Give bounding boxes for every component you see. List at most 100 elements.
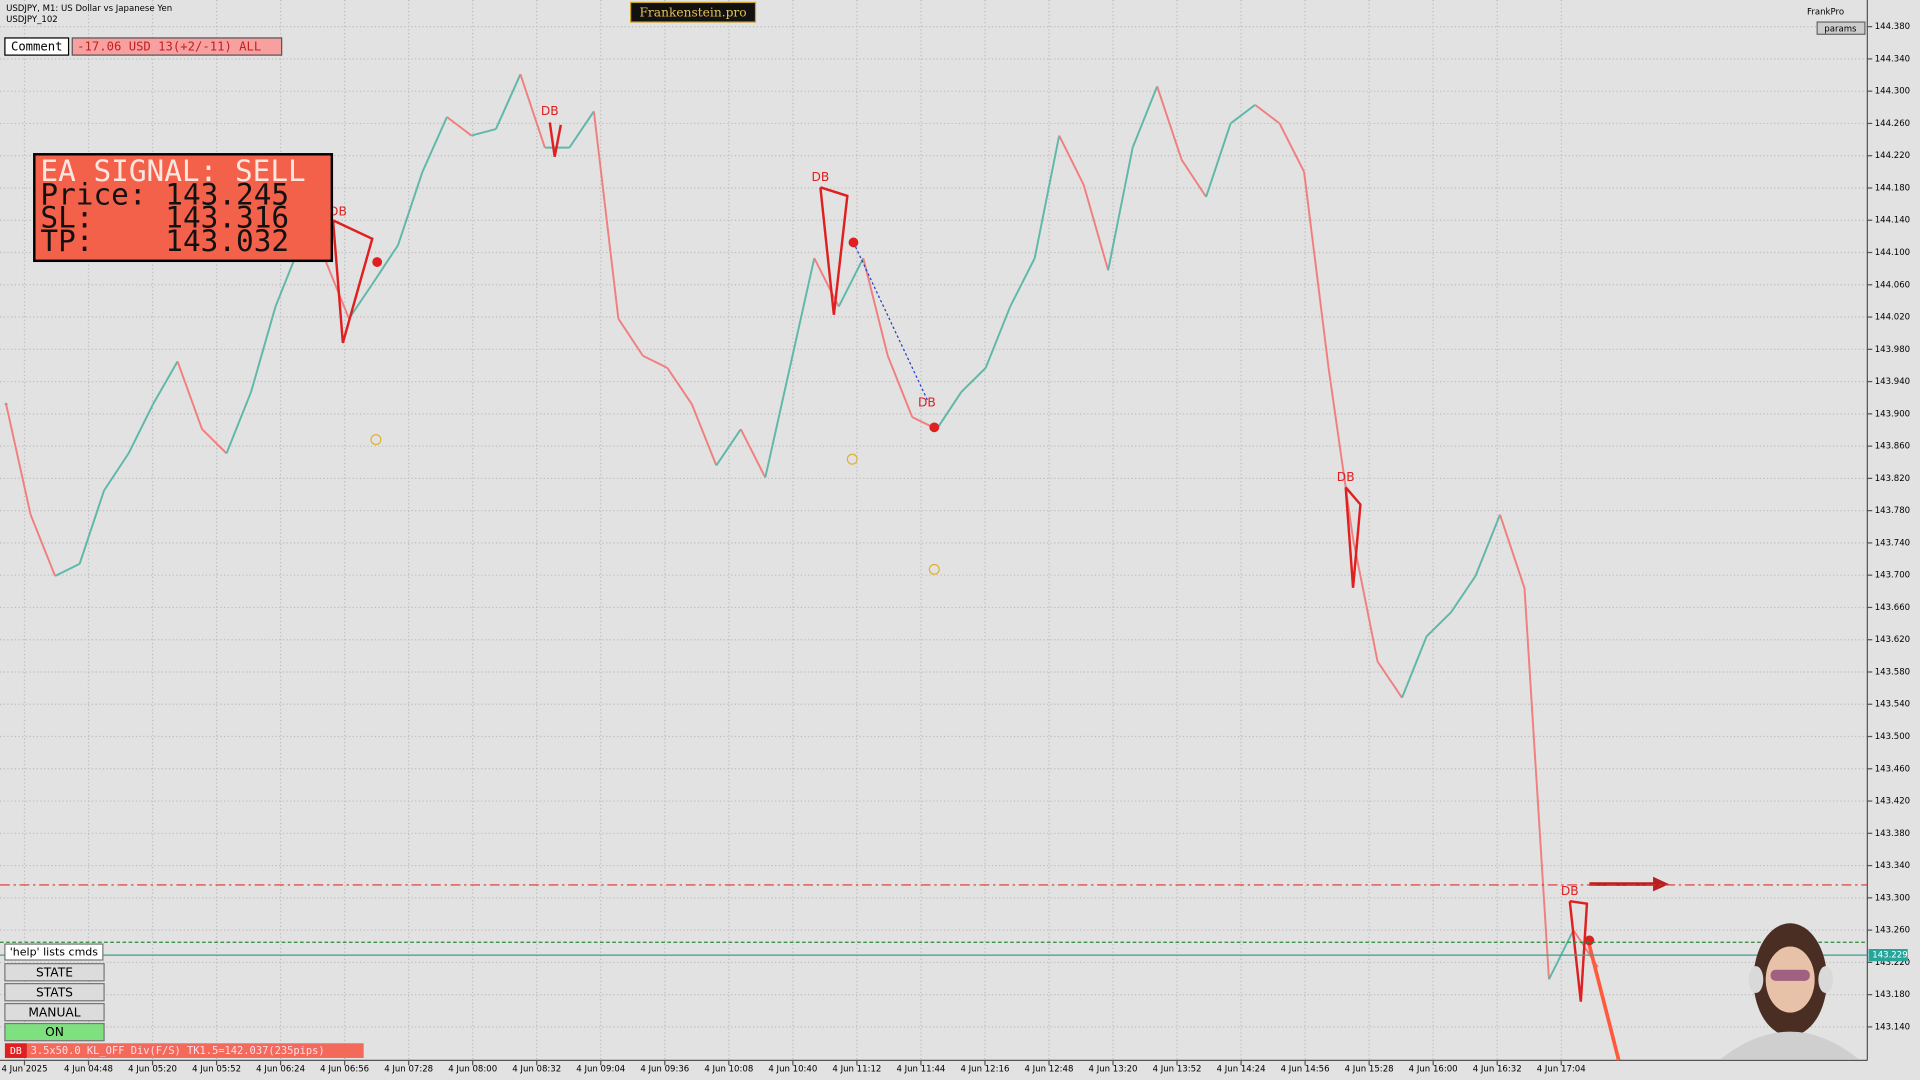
x-tick-label: 4 Jun 05:20 <box>128 1064 177 1074</box>
x-tick-label: 4 Jun 14:56 <box>1281 1064 1330 1074</box>
comment-label: Comment <box>11 40 63 54</box>
price-segment <box>1376 660 1403 699</box>
x-tick-label: 4 Jun 05:52 <box>192 1064 241 1074</box>
price-segment <box>1107 147 1134 271</box>
x-tick-label: 4 Jun 13:20 <box>1089 1064 1138 1074</box>
panel-button[interactable] <box>4 1002 105 1022</box>
pattern-label: DB <box>1561 884 1579 898</box>
y-tick-label: 143.700 <box>1875 571 1910 581</box>
price-segment <box>29 514 57 577</box>
panel-button-label: ON <box>45 1025 64 1039</box>
pattern-shape <box>819 186 849 315</box>
dot <box>372 257 383 267</box>
x-tick-label: 4 Jun 15:28 <box>1345 1064 1394 1074</box>
markers <box>370 434 940 575</box>
price-segment <box>568 110 595 149</box>
comment-label-box <box>4 37 70 56</box>
price-segment <box>935 391 963 430</box>
marker <box>928 563 940 575</box>
y-tick-label: 144.220 <box>1875 151 1910 161</box>
price-segment <box>519 73 546 148</box>
y-tick-label: 143.420 <box>1875 797 1910 807</box>
price-segment <box>225 391 252 454</box>
signal-sl-label: SL: <box>40 201 93 235</box>
pattern-label: DB <box>1337 470 1355 484</box>
x-tick-label: 4 Jun 17:04 <box>1537 1064 1586 1074</box>
comment-box <box>71 37 283 56</box>
x-tick-label: 4 Jun 06:24 <box>256 1064 305 1074</box>
panel-button-label: MANUAL <box>28 1005 80 1019</box>
x-tick-label: 4 Jun 10:08 <box>704 1064 753 1074</box>
price-segment <box>54 563 81 577</box>
y-tick-label: 144.060 <box>1875 280 1910 290</box>
y-tick-label: 143.980 <box>1875 345 1910 355</box>
y-tick-label: 143.260 <box>1875 926 1910 936</box>
panel-button[interactable] <box>4 983 105 1002</box>
bid-tag: 143.229 <box>1872 951 1907 961</box>
y-tick-label: 143.900 <box>1875 409 1910 419</box>
avatar <box>1720 923 1859 1060</box>
price-segment <box>1327 367 1355 540</box>
x-tick-label: 4 Jun 04:48 <box>64 1064 113 1074</box>
pattern-label: DB <box>329 204 347 218</box>
pattern-label: DB <box>541 104 559 118</box>
price-segment <box>837 257 865 308</box>
y-tick-label: 143.660 <box>1875 603 1910 613</box>
y-tick-label: 143.140 <box>1875 1022 1910 1032</box>
dot <box>848 237 859 248</box>
price-segment <box>421 116 448 173</box>
x-tick-label: 4 Jun 10:40 <box>768 1064 817 1074</box>
pattern-label: DB <box>918 395 936 409</box>
patterns <box>331 122 1656 1061</box>
price-segment <box>103 452 130 492</box>
sl-arrow-head <box>1653 876 1669 892</box>
symbol-id: USDJPY_102 <box>6 15 58 25</box>
panel-button[interactable] <box>4 963 105 982</box>
panel-button-label: STATE <box>36 965 73 979</box>
marker <box>370 434 382 446</box>
price-segment <box>1425 611 1452 638</box>
y-tick-label: 143.460 <box>1875 764 1910 774</box>
price-segment <box>1401 636 1428 699</box>
x-tick-label: 4 Jun 11:44 <box>896 1064 945 1074</box>
y-tick-label: 144.260 <box>1875 119 1910 129</box>
help-box <box>4 943 104 961</box>
price-segment <box>1131 85 1159 149</box>
price-segment <box>1278 123 1305 173</box>
pattern-shape <box>1568 900 1589 1002</box>
params-button[interactable] <box>1816 21 1866 35</box>
y-tick-label: 144.380 <box>1875 22 1910 32</box>
x-tick-label: 4 Jun 11:12 <box>832 1064 881 1074</box>
status-tag: DB <box>10 1046 22 1057</box>
price-segment <box>323 257 350 320</box>
x-tick-label: 4 Jun 16:00 <box>1409 1064 1458 1074</box>
price-segment <box>78 490 106 565</box>
panel-button[interactable] <box>4 1022 105 1042</box>
bid-tag-box <box>1868 949 1908 962</box>
price-segment <box>372 244 399 283</box>
y-tick-label: 144.140 <box>1875 216 1910 226</box>
price-segment <box>1009 257 1036 308</box>
y-tick-label: 143.780 <box>1875 506 1910 516</box>
y-tick-label: 143.540 <box>1875 700 1910 710</box>
price-segment <box>1474 514 1501 577</box>
x-tick-label: 4 Jun 13:52 <box>1153 1064 1202 1074</box>
price-segment <box>886 355 914 418</box>
y-tick-label: 143.300 <box>1875 893 1910 903</box>
price-segment <box>862 257 889 357</box>
price-segment <box>1205 123 1232 198</box>
price-segment <box>176 361 203 430</box>
signal-sl: 143.316 <box>165 201 289 235</box>
y-tick-label: 143.580 <box>1875 667 1910 677</box>
price-segment <box>1254 104 1281 125</box>
user-name: FrankPro <box>1807 8 1844 18</box>
x-tick-label: 4 Jun 08:32 <box>512 1064 561 1074</box>
x-tick-label: 4 Jun 12:16 <box>960 1064 1009 1074</box>
x-tick-label: 4 Jun 09:04 <box>576 1064 625 1074</box>
price-segment <box>1180 159 1207 198</box>
price-segment <box>1156 86 1183 161</box>
pattern-shape <box>1344 486 1362 588</box>
price-segment <box>715 428 742 467</box>
price-segment <box>984 306 1012 369</box>
price-segment <box>764 367 791 478</box>
